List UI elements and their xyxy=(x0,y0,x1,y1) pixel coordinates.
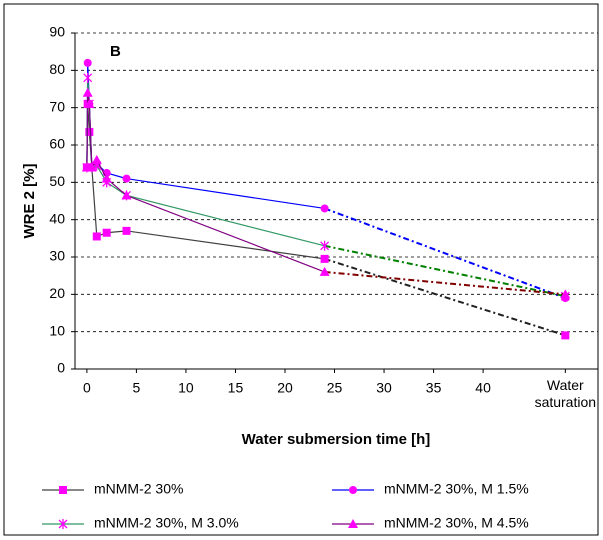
series-line xyxy=(86,103,325,260)
marker xyxy=(101,173,112,183)
x-tick-label: 5 xyxy=(133,380,141,396)
y-axis-title: WRE 2 [%] xyxy=(21,163,38,238)
marker xyxy=(121,190,132,200)
marker xyxy=(85,127,94,136)
legend-label: mNMM-2 30% xyxy=(94,481,183,497)
marker xyxy=(84,98,95,108)
y-tick-label: 90 xyxy=(49,24,65,40)
legend-label: mNMM-2 30%, M 3.0% xyxy=(94,515,239,531)
marker xyxy=(561,331,570,340)
y-tick-label: 40 xyxy=(49,210,65,226)
legend-marker xyxy=(59,486,67,494)
y-tick-label: 50 xyxy=(49,173,65,189)
marker xyxy=(319,266,330,276)
legend-label: mNMM-2 30%, M 4.5% xyxy=(384,515,529,531)
series-saturation-line xyxy=(324,207,566,300)
x-axis-title: Water submersion time [h] xyxy=(242,431,431,448)
series-line xyxy=(86,92,325,273)
marker xyxy=(320,240,330,251)
legend-marker xyxy=(348,519,358,528)
x-tick-label: 20 xyxy=(277,380,293,396)
series-line xyxy=(86,77,325,247)
legend-marker xyxy=(349,486,357,494)
marker xyxy=(122,226,131,235)
marker xyxy=(92,232,101,241)
marker xyxy=(82,87,93,97)
series-saturation-line xyxy=(324,257,566,337)
marker xyxy=(122,174,131,183)
marker xyxy=(320,204,329,213)
x-tick-label: 35 xyxy=(426,380,442,396)
x-tick-label: 15 xyxy=(228,380,244,396)
y-tick-label: 60 xyxy=(49,136,65,152)
legend-label: mNMM-2 30%, M 1.5% xyxy=(384,481,529,497)
panel-label: B xyxy=(110,43,121,60)
y-tick-label: 10 xyxy=(49,322,65,338)
series-line xyxy=(86,62,325,210)
y-tick-label: 30 xyxy=(49,248,65,264)
x-tick-label: 25 xyxy=(327,380,343,396)
x-tick-label: 30 xyxy=(376,380,392,396)
marker xyxy=(102,228,111,237)
marker xyxy=(91,154,102,164)
marker xyxy=(83,58,92,67)
x-tick-label: Water saturation xyxy=(534,377,597,410)
y-tick-label: 70 xyxy=(49,98,65,114)
y-tick-label: 20 xyxy=(49,285,65,301)
x-tick-label: 10 xyxy=(178,380,194,396)
marker xyxy=(560,289,571,299)
marker xyxy=(86,162,97,172)
x-tick-label: 0 xyxy=(83,380,91,396)
y-tick-label: 80 xyxy=(49,61,65,77)
legend-marker xyxy=(58,519,68,529)
series-saturation-line xyxy=(324,244,566,298)
y-tick-label: 0 xyxy=(57,360,65,376)
marker xyxy=(83,72,93,83)
marker xyxy=(320,254,329,263)
frame xyxy=(3,3,599,536)
series-saturation-line xyxy=(324,270,566,296)
x-tick-label: 40 xyxy=(475,380,491,396)
